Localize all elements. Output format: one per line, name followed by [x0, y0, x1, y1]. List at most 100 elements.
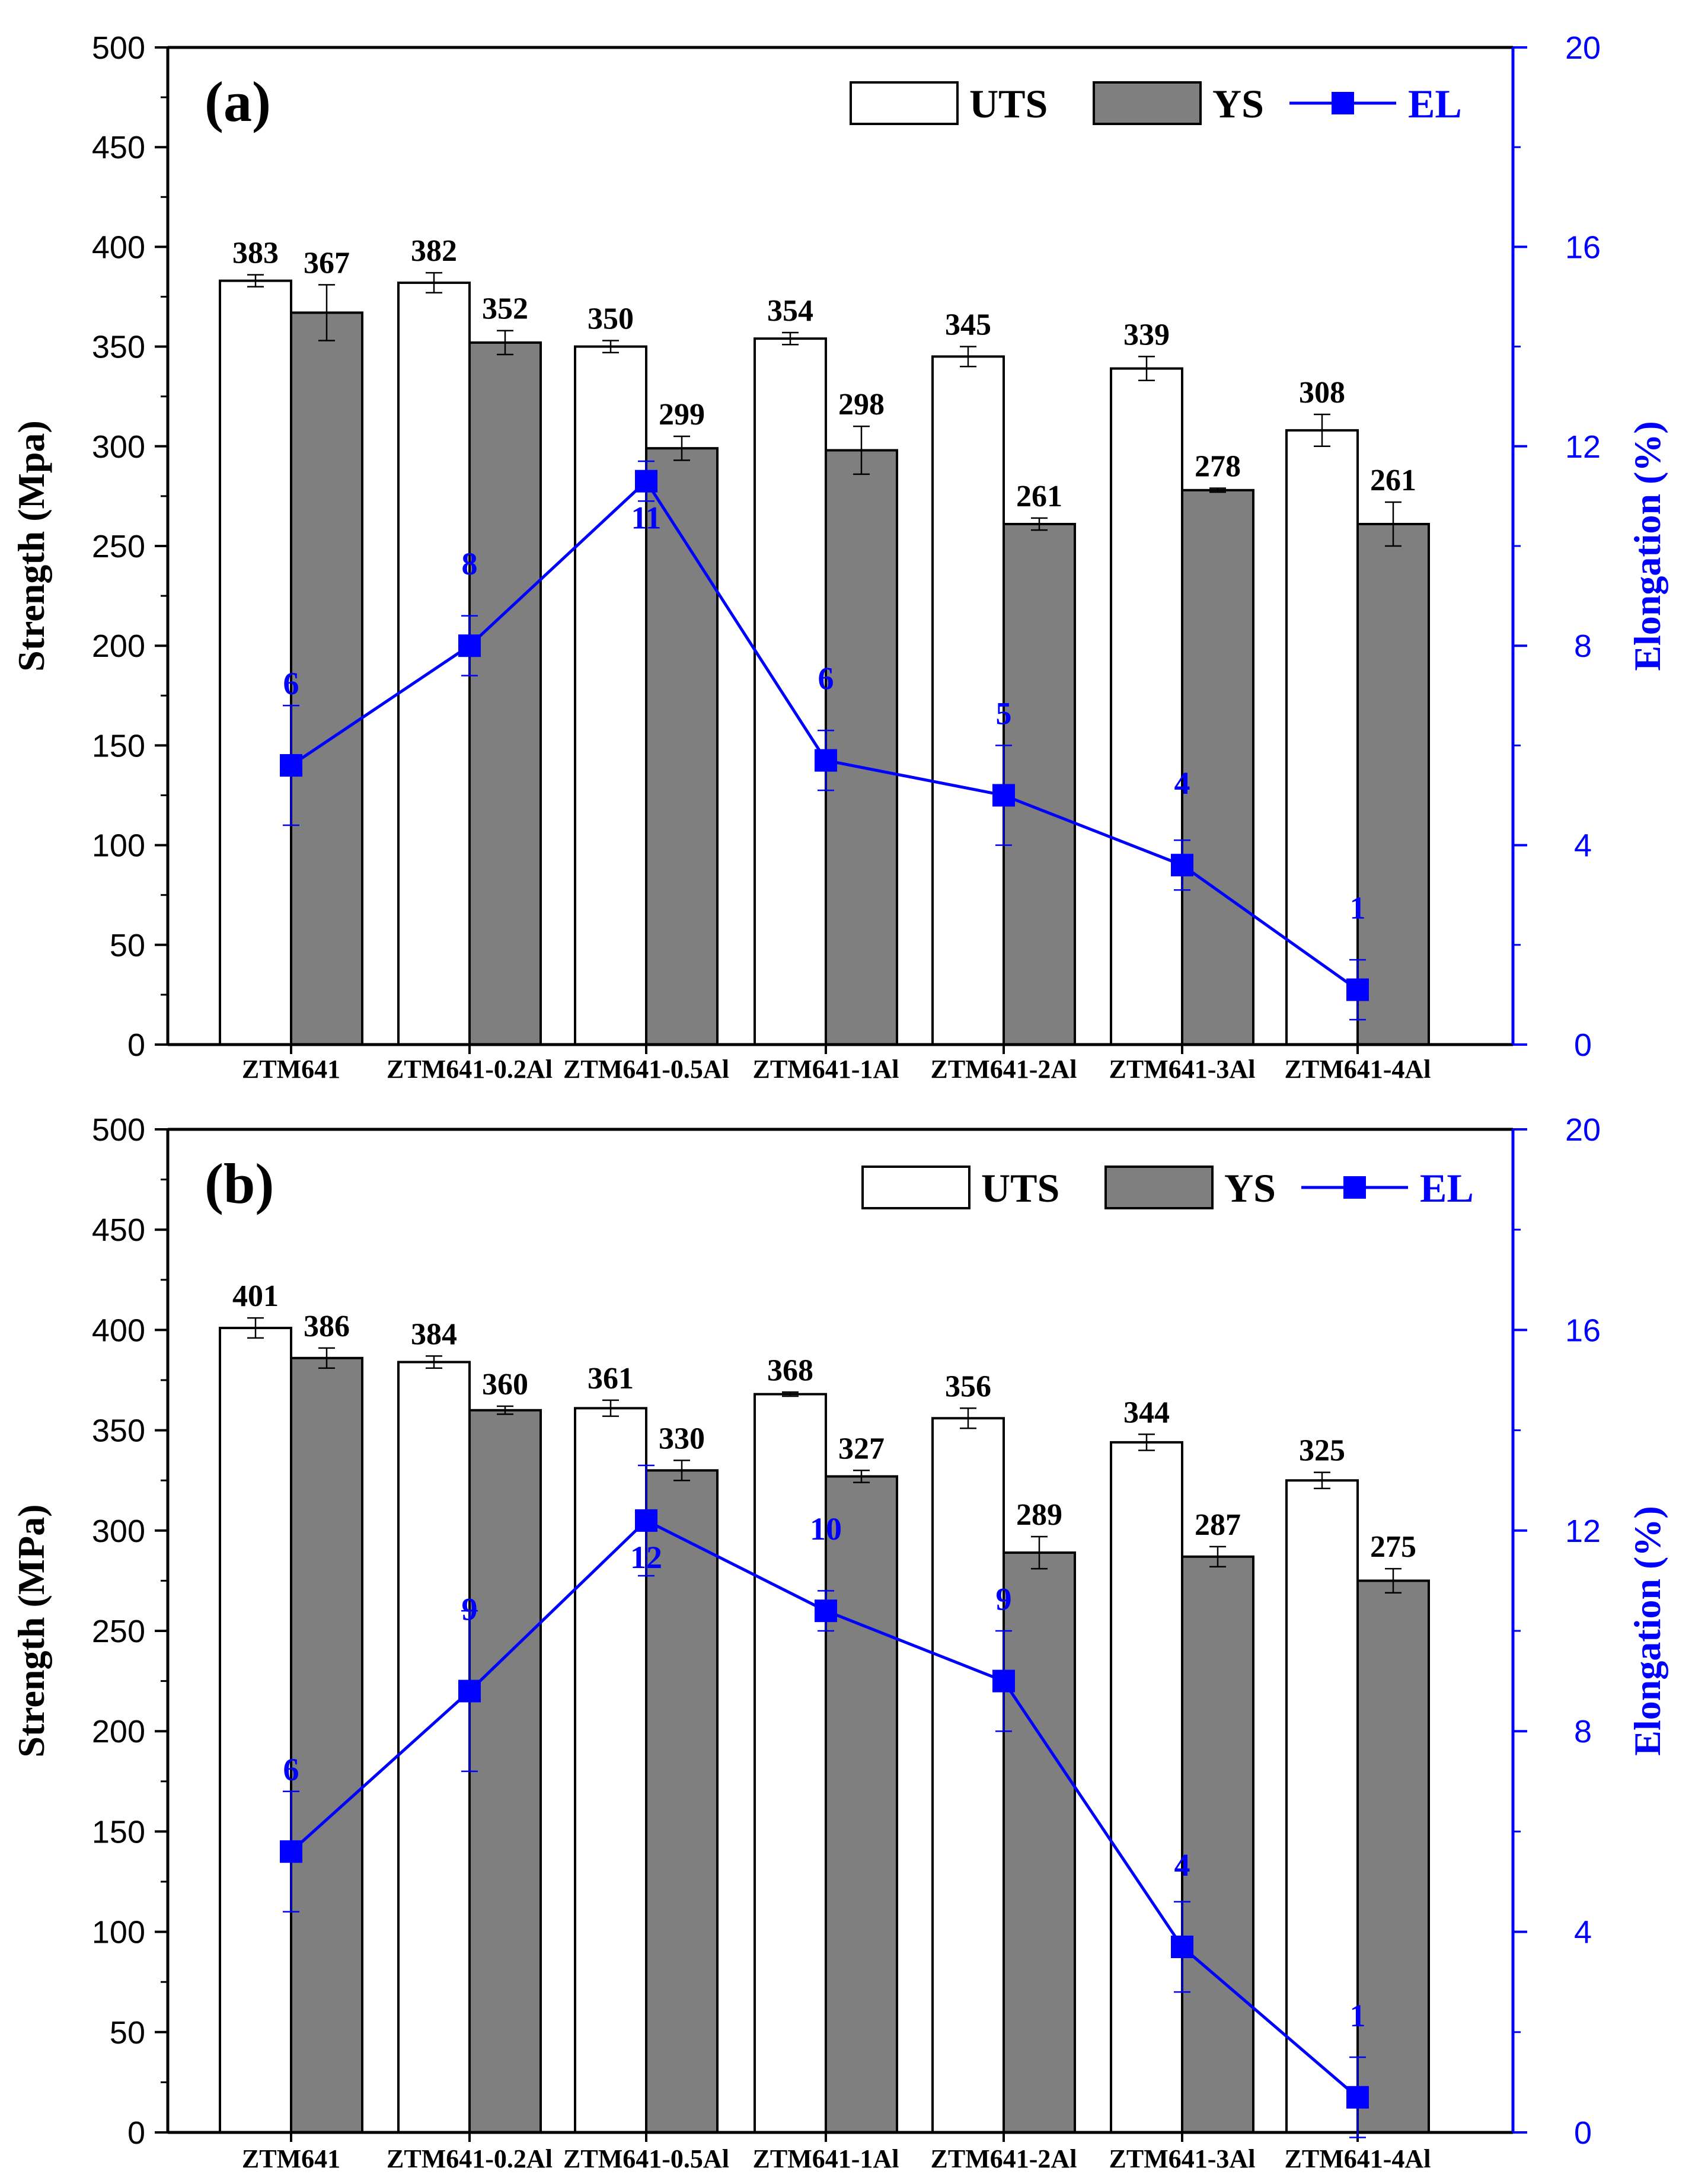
uts-bar	[754, 1393, 827, 2134]
legend-ys-swatch	[1093, 81, 1202, 125]
y-tick-label: 50	[110, 928, 145, 963]
legend-uts-swatch	[850, 81, 959, 125]
y2-tick-label: 20	[1565, 30, 1601, 66]
ys-value-label: 261	[1370, 464, 1416, 497]
uts-bar	[219, 279, 292, 1046]
y2-axis-title: Elongation (%)	[1626, 421, 1668, 670]
legend-el-label: EL	[1408, 81, 1462, 126]
ys-value-label: 330	[659, 1422, 705, 1455]
y-tick-label: 150	[92, 1814, 145, 1850]
x-category-label: ZTM641-0.5Al	[563, 2144, 729, 2173]
ys-bar	[825, 1475, 898, 2134]
x-category-label: ZTM641-2Al	[931, 1055, 1077, 1084]
legend: UTS YS EL	[861, 1166, 1474, 1211]
y-tick-label: 450	[92, 1212, 145, 1248]
y2-tick-label: 12	[1565, 429, 1601, 465]
el-point	[1171, 1935, 1193, 1958]
el-point	[280, 754, 302, 777]
y2-axis-title: Elongation (%)	[1626, 1506, 1668, 1755]
y2-tick-label: 4	[1574, 1915, 1592, 1950]
ys-value-label: 367	[304, 246, 350, 280]
uts-bar	[1285, 429, 1359, 1046]
uts-bar	[1110, 367, 1183, 1046]
ys-bar	[1003, 1551, 1076, 2134]
legend-ys-swatch	[1104, 1166, 1214, 1209]
ys-bar	[1356, 1579, 1430, 2134]
ys-bar	[468, 341, 542, 1046]
el-point	[635, 1509, 657, 1532]
ys-value-label: 261	[1016, 480, 1062, 513]
ys-value-label: 278	[1195, 449, 1241, 483]
legend-uts-label: UTS	[969, 81, 1048, 126]
legend-uts-swatch	[861, 1166, 970, 1209]
el-point	[992, 784, 1015, 807]
el-point	[458, 1679, 481, 1703]
ys-bar	[1356, 522, 1430, 1046]
uts-value-label: 361	[588, 1362, 634, 1396]
uts-value-label: 382	[411, 234, 457, 268]
legend-ys-label: YS	[1224, 1166, 1276, 1211]
ys-value-label: 352	[482, 292, 528, 326]
uts-value-label: 350	[588, 302, 634, 336]
y-tick-label: 150	[92, 728, 145, 764]
uts-bar	[931, 355, 1005, 1046]
y2-tick-label: 16	[1565, 1313, 1601, 1348]
x-category-label: ZTM641-3Al	[1109, 1055, 1256, 1084]
el-point	[1346, 2086, 1369, 2109]
legend-ys-label: YS	[1212, 81, 1264, 126]
ys-value-label: 327	[838, 1432, 885, 1465]
chart-panel-a: 383 382 350 354 345 339 308 367 352 299 298 261 278 2…	[10, 30, 1668, 1084]
el-value-label: 6	[283, 1752, 299, 1787]
y-tick-label: 400	[92, 1313, 145, 1348]
y2-tick-label: 0	[1574, 1027, 1592, 1063]
x-category-label: ZTM641-3Al	[1109, 2144, 1256, 2173]
legend-uts-label: UTS	[981, 1166, 1059, 1211]
y-tick-label: 250	[92, 1614, 145, 1649]
ys-bar	[645, 447, 719, 1046]
uts-bar	[1110, 1441, 1183, 2134]
y-tick-label: 450	[92, 130, 145, 165]
y-tick-label: 250	[92, 529, 145, 564]
el-value-label: 10	[810, 1511, 842, 1547]
y-tick-label: 0	[127, 2115, 145, 2151]
y-tick-label: 300	[92, 429, 145, 465]
x-category-label: ZTM641-0.5Al	[563, 1055, 729, 1084]
el-value-label: 4	[1174, 765, 1190, 801]
ys-value-label: 275	[1370, 1530, 1416, 1564]
ys-value-label: 298	[838, 388, 885, 422]
el-value-label: 6	[283, 666, 299, 701]
uts-value-label: 384	[411, 1317, 457, 1351]
legend-el-label: EL	[1420, 1166, 1474, 1211]
x-category-label: ZTM641-2Al	[931, 2144, 1077, 2173]
ys-bar	[645, 1469, 719, 2134]
el-value-label: 6	[818, 661, 834, 697]
ys-bar	[290, 1356, 363, 2134]
y-tick-label: 200	[92, 1714, 145, 1749]
uts-value-label: 383	[232, 236, 279, 270]
x-category-label: ZTM641-0.2Al	[387, 1055, 553, 1084]
uts-value-label: 344	[1123, 1396, 1170, 1429]
uts-value-label: 308	[1299, 376, 1345, 410]
legend: UTS YS EL	[850, 81, 1462, 126]
el-point	[815, 749, 837, 772]
x-category-label: ZTM641-4Al	[1285, 2144, 1431, 2173]
uts-bar	[1285, 1479, 1359, 2134]
y-axis-title: Strength (MPa)	[10, 1504, 52, 1757]
x-category-label: ZTM641-0.2Al	[387, 2144, 553, 2173]
y-tick-label: 350	[92, 330, 145, 365]
el-point	[280, 1840, 302, 1863]
el-point	[992, 1669, 1015, 1693]
y-tick-label: 0	[127, 1027, 145, 1063]
y-tick-label: 100	[92, 1915, 145, 1950]
legend-el-marker	[1343, 1176, 1366, 1199]
x-category-label: ZTM641-1Al	[753, 2144, 899, 2173]
uts-bar	[219, 1327, 292, 2134]
el-value-label: 9	[462, 1592, 478, 1627]
ys-value-label: 289	[1016, 1498, 1062, 1532]
ys-bar	[468, 1409, 542, 2134]
panel-label: (b)	[205, 1152, 274, 1215]
y-tick-label: 300	[92, 1514, 145, 1549]
